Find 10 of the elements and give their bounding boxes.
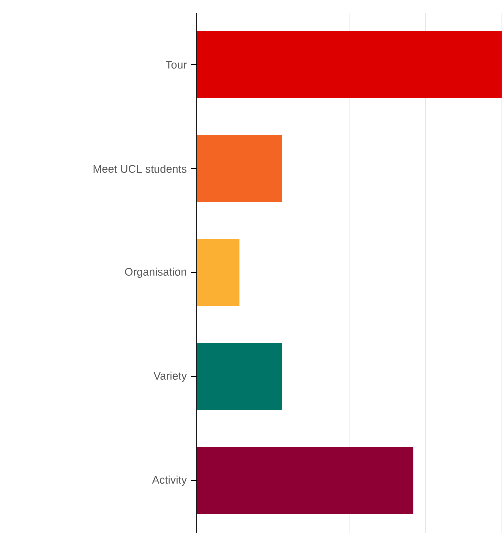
bar <box>196 344 282 410</box>
y-tick-label: Variety <box>154 372 188 382</box>
y-tick-label: Meet UCL students <box>94 164 187 174</box>
bar <box>196 240 240 307</box>
y-tick-label: Activity <box>152 476 188 486</box>
y-tick-label: Tour <box>166 61 187 69</box>
bar <box>196 448 414 514</box>
y-tick-label: Organisation <box>125 268 186 278</box>
bar <box>196 136 282 203</box>
bar <box>196 32 502 99</box>
